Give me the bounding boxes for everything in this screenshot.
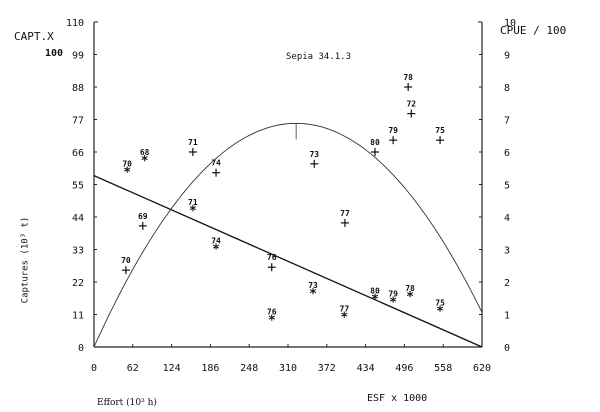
y-right-tick-label: 0	[504, 343, 510, 354]
y-left-tick-label: 0	[78, 343, 84, 354]
y-right-header: CPUE / 100	[500, 24, 567, 37]
year-label: 77	[340, 209, 350, 218]
year-label: 74	[211, 237, 221, 246]
year-label: 70	[121, 256, 131, 265]
y-left-tick-label: 99	[72, 51, 84, 62]
y-left-header: CAPT.X	[14, 30, 54, 43]
x-tick-label: 434	[357, 363, 375, 374]
star-marker: *	[371, 293, 379, 308]
y-right-tick-label: 8	[504, 83, 510, 94]
y-right-tick-label: 5	[504, 181, 510, 192]
x-tick-label: 124	[163, 363, 181, 374]
year-label: 78	[403, 73, 413, 82]
year-label: 71	[188, 138, 198, 147]
year-label: 78	[405, 284, 415, 293]
star-marker: *	[268, 313, 276, 328]
star-marker: *	[189, 204, 197, 219]
year-label: 68	[140, 148, 150, 157]
year-label: 76	[267, 307, 277, 316]
y-right-tick-label: 1	[504, 311, 510, 322]
year-label: 80	[370, 138, 380, 147]
x-tick-label: 0	[91, 363, 97, 374]
year-label: 77	[340, 304, 350, 313]
year-label: 75	[435, 126, 445, 135]
year-label: 79	[388, 290, 398, 299]
x-tick-label: 558	[434, 363, 452, 374]
star-marker: *	[436, 305, 444, 320]
year-label: 76	[267, 253, 277, 262]
y-left-tick-label: 33	[72, 246, 84, 257]
y-right-tick-label: 9	[504, 51, 510, 62]
year-label: 75	[435, 299, 445, 308]
x-tick-label: 62	[127, 363, 139, 374]
year-label: 73	[309, 150, 319, 159]
y-left-tick-label: 66	[72, 148, 84, 159]
year-label: 79	[388, 126, 398, 135]
x-tick-label: 186	[201, 363, 219, 374]
star-marker: *	[212, 243, 220, 258]
star-marker: *	[309, 287, 317, 302]
y-left-header-multiplier: 100	[45, 48, 64, 59]
cpue-regression-line	[93, 175, 483, 348]
y-right-tick-label: 2	[504, 278, 510, 289]
x-tick-label: 310	[279, 363, 297, 374]
y-right-tick-label: 6	[504, 148, 510, 159]
y-right-tick-label: 10	[504, 18, 516, 29]
x-tick-label: 496	[395, 363, 413, 374]
y-left-tick-label: 55	[72, 181, 84, 192]
production-curve	[93, 122, 483, 348]
x-tick-label: 620	[473, 363, 491, 374]
year-label: 74	[211, 159, 221, 168]
year-label: 71	[188, 198, 198, 207]
chart-title: Sepia 34.1.3	[286, 52, 352, 62]
y-left-tick-label: 77	[72, 116, 84, 127]
x-tick-label: 248	[240, 363, 258, 374]
year-label: 72	[406, 100, 416, 109]
star-marker: *	[389, 296, 397, 311]
year-label: 70	[122, 160, 132, 169]
year-label: 80	[370, 287, 380, 296]
year-label: 69	[138, 212, 148, 221]
y-left-tick-label: 88	[72, 83, 84, 94]
y-right-tick-label: 7	[504, 116, 510, 127]
star-marker: *	[123, 166, 131, 181]
y-right-tick-label: 3	[504, 246, 510, 257]
star-marker: *	[406, 290, 414, 305]
x-tick-label: 372	[318, 363, 336, 374]
y-left-tick-label: 22	[72, 278, 84, 289]
star-marker: *	[141, 154, 149, 169]
year-label: 73	[308, 281, 318, 290]
y-axis-label: Captures (10³ t)	[20, 216, 31, 304]
y-right-tick-label: 4	[504, 213, 510, 224]
y-left-tick-label: 44	[72, 213, 84, 224]
y-left-tick-label: 110	[66, 18, 84, 29]
x-axis-label: Effort (10³ h)	[97, 398, 157, 408]
star-marker: *	[340, 310, 348, 325]
x-axis-label-secondary: ESF x 1000	[367, 393, 428, 404]
y-left-tick-label: 11	[72, 311, 84, 322]
